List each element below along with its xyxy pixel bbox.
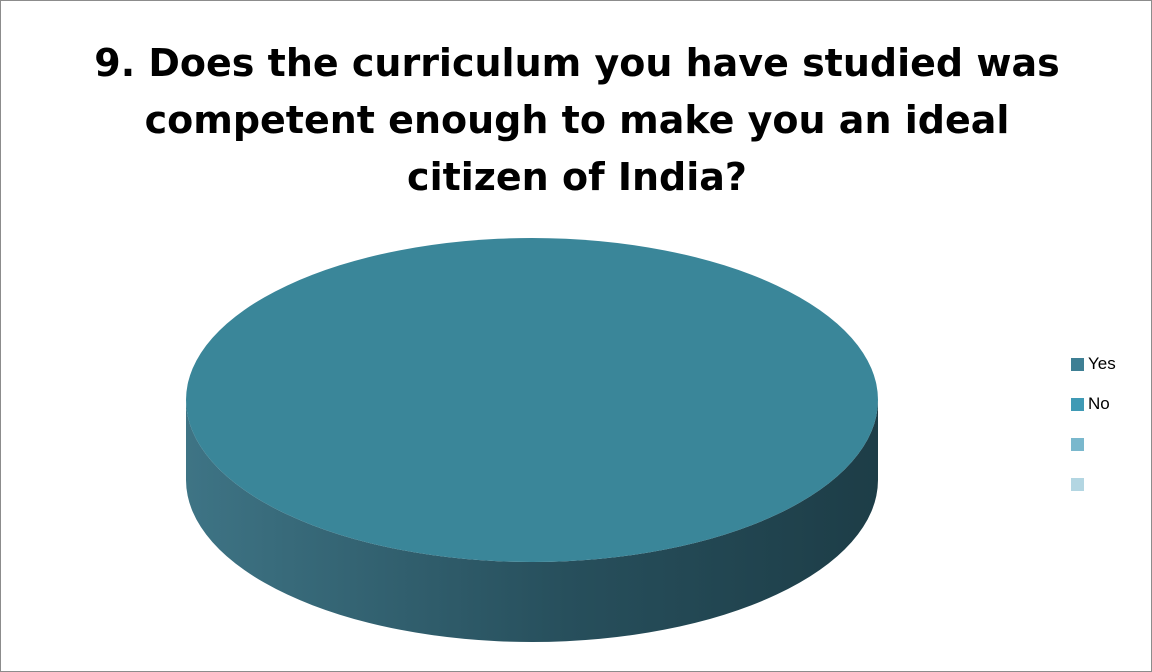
- pie-slice-no: [186, 238, 878, 562]
- legend-item-no: No: [1071, 394, 1151, 414]
- legend-item-3: [1071, 434, 1151, 454]
- legend-swatch-4: [1071, 477, 1084, 491]
- legend-swatch-no: [1071, 397, 1084, 411]
- pie-side: [186, 400, 878, 642]
- legend-label-no: No: [1088, 394, 1110, 413]
- legend-item-yes: Yes: [1071, 354, 1151, 374]
- legend-label-yes: Yes: [1088, 354, 1116, 373]
- legend-swatch-yes: [1071, 357, 1084, 371]
- legend-item-4: [1071, 474, 1151, 494]
- chart-title: 9. Does the curriculum you have studied …: [94, 41, 1060, 199]
- legend-swatch-3: [1071, 437, 1084, 451]
